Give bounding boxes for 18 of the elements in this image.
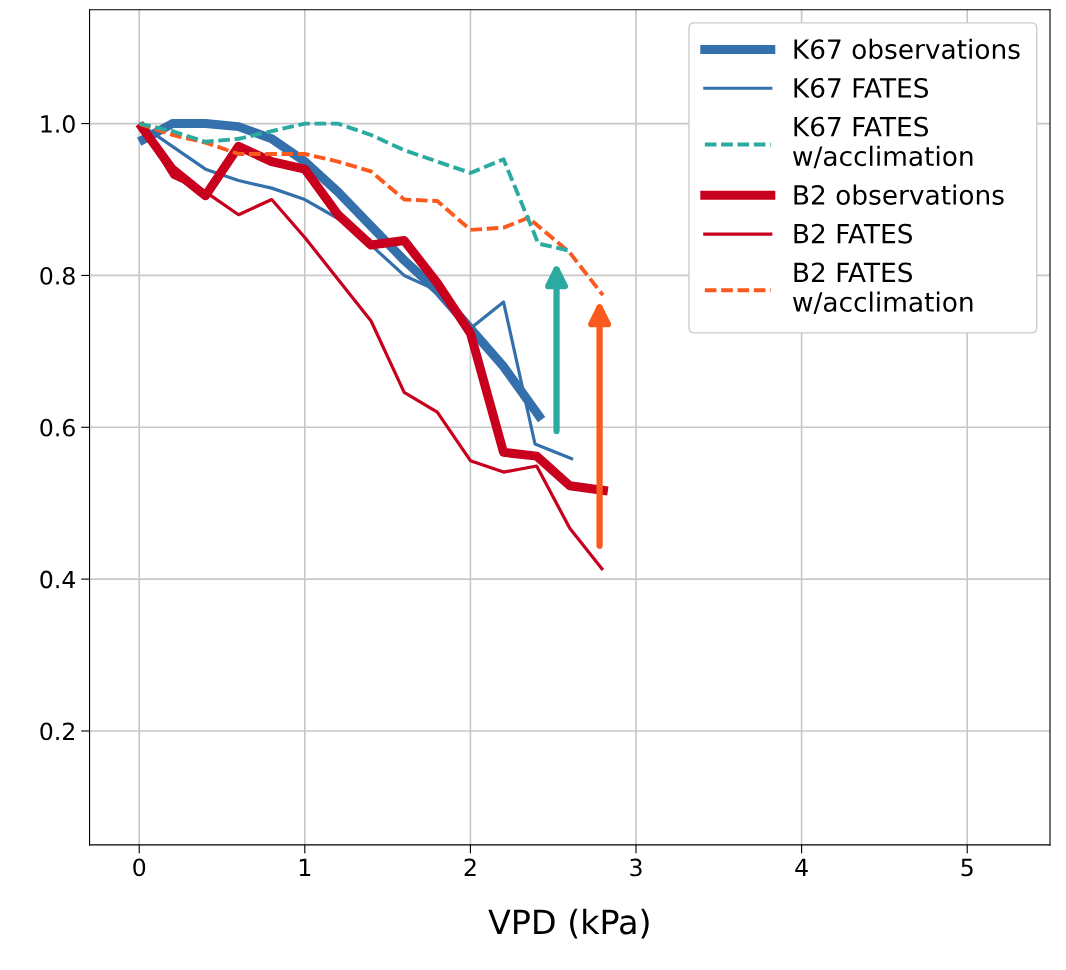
x-axis-title: VPD (kPa) (488, 908, 649, 939)
y-tick-label: 0.6 (40, 418, 75, 437)
legend-label: K67 FATES (794, 77, 929, 98)
y-tick-label: 0.4 (40, 570, 76, 589)
x-tick-label: 4 (795, 858, 808, 877)
x-tick-label: 2 (464, 858, 476, 877)
y-tick-label: 0.2 (40, 722, 74, 741)
x-tick-label: 1 (299, 858, 311, 877)
legend-label: B2 FATES (794, 223, 913, 244)
y-tick-label: 0.8 (40, 266, 75, 285)
legend-label: K67 observations (794, 38, 1020, 60)
y-tick-label: 1.0 (41, 115, 75, 133)
x-tick-label: 5 (961, 858, 973, 877)
legend-label: B2 FATES w/acclimation (793, 262, 973, 314)
x-tick-label: 3 (630, 858, 642, 877)
x-tick-label: 0 (133, 858, 146, 877)
legend-label: K67 FATES w/acclimation (793, 116, 973, 169)
legend-label: B2 observations (794, 184, 1004, 205)
